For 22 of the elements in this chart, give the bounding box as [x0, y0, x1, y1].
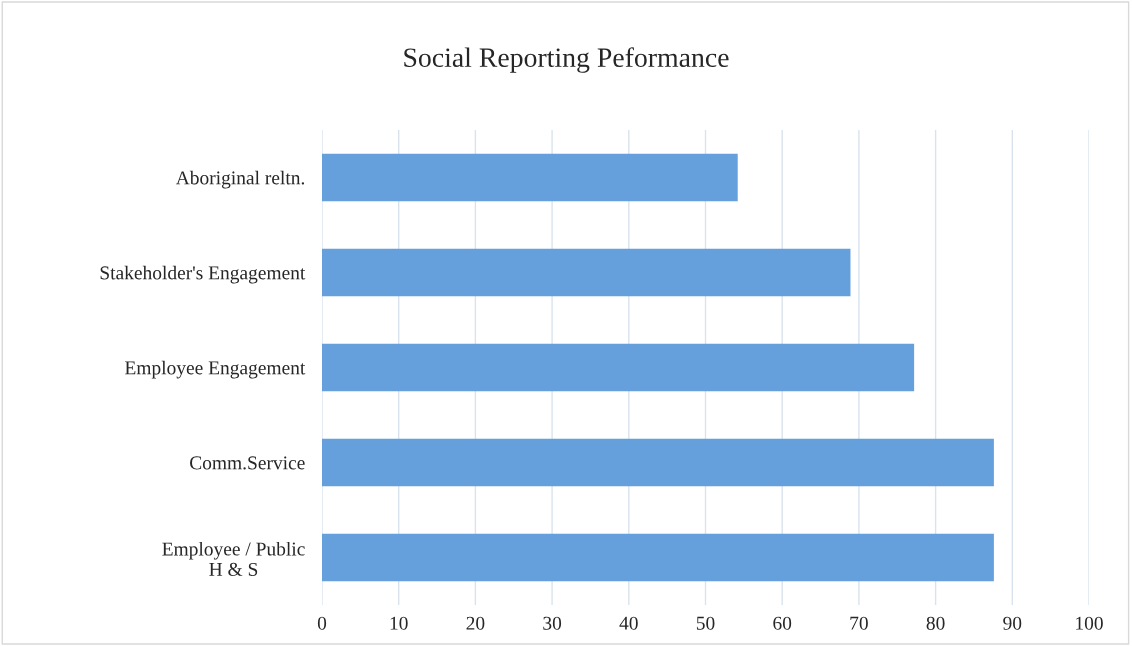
y-tick-label: Stakeholder's Engagement [100, 265, 306, 284]
bar [322, 533, 994, 582]
bar [322, 153, 738, 202]
x-tick-label: 30 [543, 616, 562, 630]
y-tick-label: Aboriginal reltn. [175, 170, 305, 189]
y-tick-label: Employee / Public H & S [162, 541, 305, 576]
x-tick-label: 50 [696, 616, 715, 630]
y-tick-label: Comm.Service [190, 456, 305, 470]
bar [322, 343, 915, 392]
bar [322, 438, 994, 487]
x-tick-label: 70 [850, 616, 868, 630]
bar [322, 248, 851, 297]
x-tick-label: 0 [317, 616, 327, 630]
x-tick-label: 100 [1076, 616, 1103, 630]
x-tick-label: 90 [1003, 616, 1022, 630]
x-tick-label: 20 [466, 616, 485, 630]
x-tick-label: 80 [926, 616, 945, 630]
x-tick-label: 40 [619, 616, 638, 630]
y-tick-label: Employee Engagement [125, 360, 306, 379]
x-tick-label: 60 [773, 616, 792, 630]
chart-title: Social Reporting Peformance [404, 47, 729, 73]
x-tick-label: 10 [390, 616, 408, 630]
